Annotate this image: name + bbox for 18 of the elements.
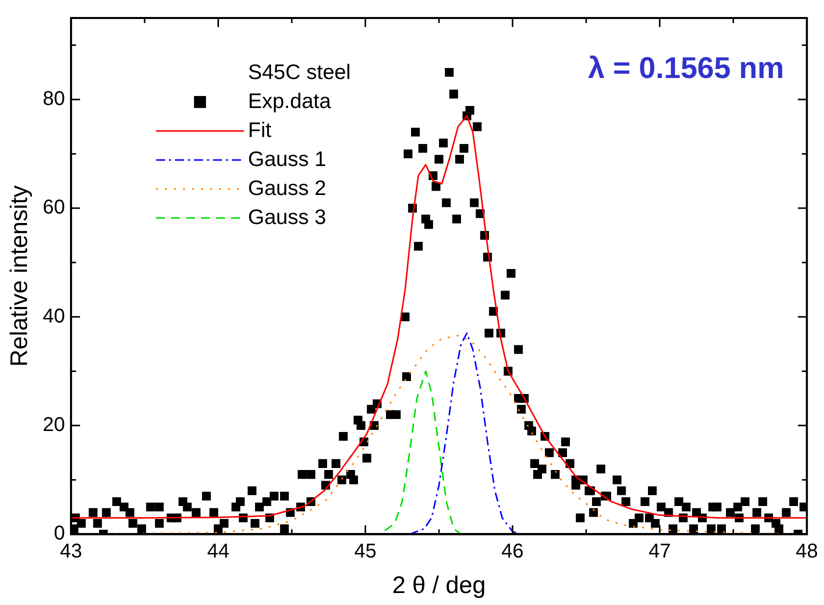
x-tick-label: 47 xyxy=(648,540,671,563)
y-tick-label: 40 xyxy=(42,305,66,328)
y-tick-label: 20 xyxy=(42,414,66,436)
annotation: λ = 0.1565 nm xyxy=(588,52,784,86)
x-tick-label: 48 xyxy=(796,540,818,563)
x-tick-label: 44 xyxy=(207,540,230,563)
x-axis-title: 2 θ / deg xyxy=(392,572,486,600)
y-axis-title: Relative intensity xyxy=(6,185,34,367)
legend-label: Exp.data xyxy=(248,89,331,115)
legend-label: Gauss 1 xyxy=(248,147,326,173)
legend-title: S45C steel xyxy=(247,60,351,86)
legend-label: Fit xyxy=(248,118,272,144)
x-tick-label: 46 xyxy=(501,540,524,563)
x-tick-label: 45 xyxy=(354,540,377,563)
y-tick-label: 60 xyxy=(42,196,66,219)
legend-label: Gauss 3 xyxy=(248,205,326,231)
y-tick-label: 80 xyxy=(42,88,66,110)
legend-label: Gauss 2 xyxy=(248,176,326,202)
